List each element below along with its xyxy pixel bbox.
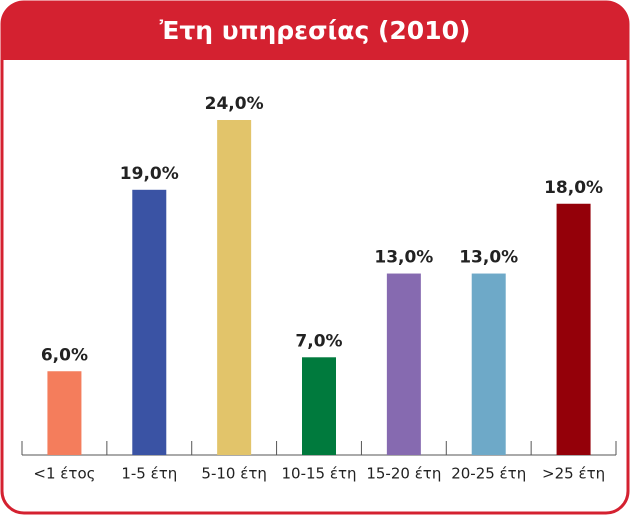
value-label: 6,0%	[41, 345, 88, 365]
bar	[132, 189, 167, 455]
value-label: 13,0%	[459, 248, 518, 268]
value-label: 13,0%	[374, 248, 433, 268]
x-tick-label: 10-15 έτη	[282, 465, 357, 483]
bar	[302, 357, 336, 455]
value-label: 19,0%	[120, 164, 179, 184]
value-label: 18,0%	[544, 178, 603, 198]
x-tick-label: 5-10 έτη	[201, 465, 266, 483]
bar	[471, 273, 506, 455]
x-tick-label: 20-25 έτη	[451, 465, 526, 483]
bar	[386, 273, 421, 455]
x-tick-label: <1 έτος	[33, 465, 95, 483]
x-tick-label: >25 έτη	[542, 465, 605, 483]
bar	[217, 120, 252, 455]
header-band	[2, 2, 628, 60]
x-tick-label: 15-20 έτη	[366, 465, 441, 483]
bar	[556, 203, 591, 455]
x-tick-label: 1-5 έτη	[121, 465, 177, 483]
value-label: 24,0%	[205, 94, 264, 114]
value-label: 7,0%	[295, 331, 342, 351]
chart-title: Ἐτη υπηρεσίας (2010)	[160, 16, 471, 45]
bar	[47, 371, 82, 455]
